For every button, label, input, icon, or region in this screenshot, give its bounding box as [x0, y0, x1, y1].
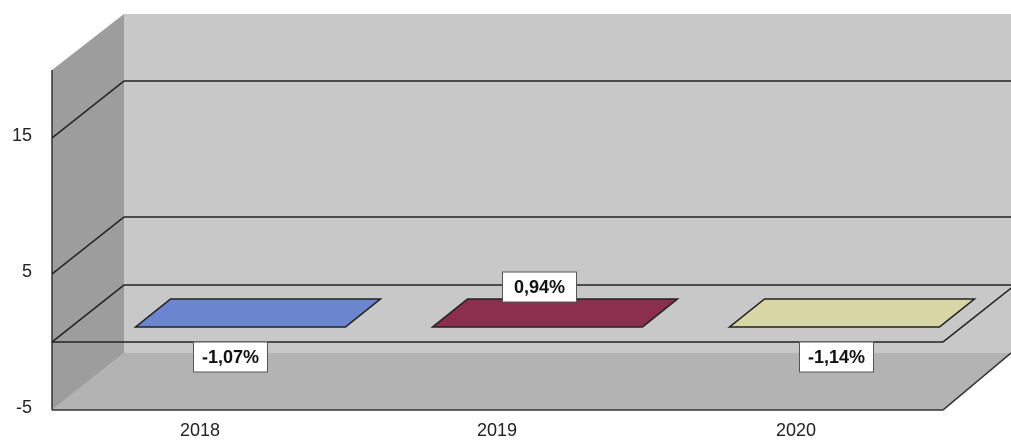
y-axis: -5 5 15	[12, 125, 32, 417]
bar	[133, 298, 383, 328]
data-label: -1,14%	[808, 347, 865, 367]
floor	[52, 353, 1011, 410]
y-tick-label: 5	[22, 261, 32, 281]
data-labels: -1,07% 0,94% -1,14%	[193, 271, 874, 373]
floor-right-edge	[942, 352, 1011, 411]
data-label-box	[502, 271, 577, 303]
x-tick-label: 2018	[180, 420, 220, 440]
data-label: 0,94%	[514, 277, 565, 297]
y-tick-label: 15	[12, 125, 32, 145]
x-axis: 2018 2019 2020	[180, 420, 816, 440]
gridline	[51, 80, 125, 139]
bar	[430, 298, 680, 328]
bars	[133, 298, 977, 328]
side-wall	[52, 14, 124, 410]
gridline	[51, 216, 125, 275]
x-tick-label: 2020	[776, 420, 816, 440]
x-tick-label: 2019	[477, 420, 517, 440]
data-label: -1,07%	[202, 347, 259, 367]
y-tick-label: -5	[16, 397, 32, 417]
bar	[727, 298, 977, 328]
data-label-box	[799, 341, 874, 373]
gridline	[51, 284, 125, 343]
zero-baseline-depth	[942, 287, 1011, 343]
data-label-box	[193, 341, 268, 373]
back-wall	[124, 14, 1011, 353]
